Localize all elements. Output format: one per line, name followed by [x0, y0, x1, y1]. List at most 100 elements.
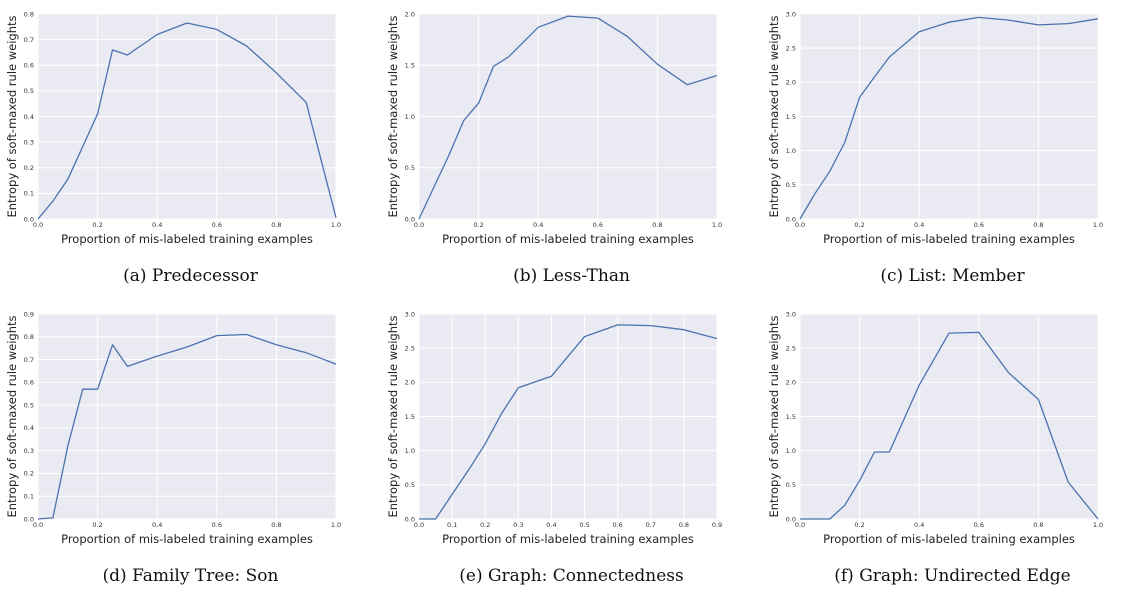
y-tick-label: 0.0	[786, 215, 796, 223]
x-axis-label: Proportion of mis-labeled training examp…	[61, 232, 313, 246]
x-tick-label: 0.4	[533, 221, 543, 229]
y-tick-label: 0.7	[24, 36, 34, 44]
y-tick-label: 1.5	[405, 413, 415, 421]
y-tick-label: 0.3	[24, 447, 34, 455]
x-tick-label: 1.0	[1093, 221, 1103, 229]
y-tick-label: 2.5	[786, 44, 796, 52]
y-tick-label: 1.0	[786, 147, 796, 155]
x-tick-label: 0.6	[612, 521, 622, 529]
y-tick-label: 0.4	[24, 113, 34, 121]
y-axis-label: Entropy of soft-maxed rule weights	[767, 315, 781, 517]
y-tick-label: 0.0	[24, 215, 34, 223]
y-tick-label: 1.0	[405, 447, 415, 455]
y-tick-label: 0.9	[24, 310, 34, 318]
x-tick-label: 0.2	[480, 521, 490, 529]
x-tick-label: 0.2	[92, 221, 102, 229]
panel-c: 0.0 0.2 0.4 0.6 0.8 1.0 0.0 0.5 1.0 1.5 2.0 2.5 3.0 P…	[762, 0, 1143, 300]
x-tick-label: 0.4	[152, 521, 162, 529]
y-tick-label: 0.2	[24, 164, 34, 172]
y-tick-label: 0.0	[24, 515, 34, 523]
y-tick-label: 0.4	[24, 424, 34, 432]
y-axis-label: Entropy of soft-maxed rule weights	[386, 315, 400, 517]
y-tick-label: 0.5	[24, 401, 34, 409]
caption-e: (e) Graph: Connectedness	[459, 566, 684, 586]
panel-b: 0.0 0.2 0.4 0.6 0.8 1.0 0.0 0.5 1.0 1.5 2.0 Proport…	[381, 0, 762, 300]
x-tick-label: 0.2	[473, 221, 483, 229]
x-tick-label: 0.8	[1033, 221, 1043, 229]
y-axis-label: Entropy of soft-maxed rule weights	[767, 15, 781, 217]
y-tick-label: 1.5	[405, 62, 415, 70]
y-tick-label: 0.5	[405, 481, 415, 489]
y-tick-label: 3.0	[786, 310, 796, 318]
x-tick-label: 1.0	[331, 521, 341, 529]
x-tick-label: 0.7	[646, 521, 656, 529]
x-tick-label: 0.1	[447, 521, 457, 529]
chart-a: 0.0 0.2 0.4 0.6 0.8 1.0 0.0 0.1 0.2 0.3 0.4 0.5 0.6 0…	[5, 10, 341, 246]
y-tick-label: 1.0	[786, 447, 796, 455]
chart-b: 0.0 0.2 0.4 0.6 0.8 1.0 0.0 0.5 1.0 1.5 2.0 Proport…	[386, 10, 722, 246]
x-tick-label: 0.6	[212, 221, 222, 229]
y-axis-label: Entropy of soft-maxed rule weights	[386, 15, 400, 217]
y-tick-label: 0.7	[24, 356, 34, 364]
y-tick-label: 2.0	[786, 379, 796, 387]
caption-a: (a) Predecessor	[123, 266, 258, 286]
y-axis-label: Entropy of soft-maxed rule weights	[5, 315, 19, 517]
x-tick-label: 0.8	[271, 221, 281, 229]
y-tick-label: 0.0	[786, 515, 796, 523]
x-tick-label: 0.2	[854, 221, 864, 229]
y-tick-label: 0.6	[24, 379, 34, 387]
x-tick-label: 0.0	[33, 521, 43, 529]
x-axis-label: Proportion of mis-labeled training examp…	[823, 532, 1075, 546]
y-tick-label: 0.2	[24, 470, 34, 478]
x-tick-label: 0.8	[652, 221, 662, 229]
y-tick-label: 0.3	[24, 138, 34, 146]
y-tick-label: 0.0	[405, 515, 415, 523]
y-tick-label: 2.5	[786, 344, 796, 352]
x-tick-label: 0.0	[414, 521, 424, 529]
x-axis-label: Proportion of mis-labeled training examp…	[442, 532, 694, 546]
x-tick-label: 0.6	[212, 521, 222, 529]
y-tick-label: 1.0	[405, 113, 415, 121]
y-tick-label: 0.1	[24, 190, 34, 198]
y-tick-label: 0.8	[24, 10, 34, 18]
y-tick-label: 0.5	[786, 481, 796, 489]
x-tick-label: 0.4	[546, 521, 556, 529]
x-tick-label: 0.8	[271, 521, 281, 529]
panel-e: 0.0 0.1 0.2 0.3 0.4 0.5 0.6 0.7 0.8 0.9 0.0 0.5 1.0 1…	[381, 300, 762, 600]
x-tick-label: 0.0	[795, 521, 805, 529]
panel-d: 0.0 0.2 0.4 0.6 0.8 1.0 0.0 0.1 0.2 0.3 0.4 0.5 0.6 0…	[0, 300, 381, 600]
y-tick-label: 2.0	[786, 79, 796, 87]
panel-a: 0.0 0.2 0.4 0.6 0.8 1.0 0.0 0.1 0.2 0.3 0.4 0.5 0.6 0…	[0, 0, 381, 300]
x-tick-label: 0.4	[914, 221, 924, 229]
x-axis-label: Proportion of mis-labeled training examp…	[823, 232, 1075, 246]
series-line	[37, 333, 337, 520]
y-tick-label: 0.5	[786, 181, 796, 189]
x-tick-label: 0.6	[593, 221, 603, 229]
x-tick-label: 0.2	[92, 521, 102, 529]
y-tick-label: 0.5	[405, 164, 415, 172]
y-tick-label: 0.5	[24, 87, 34, 95]
y-axis-label: Entropy of soft-maxed rule weights	[5, 15, 19, 217]
caption-f: (f) Graph: Undirected Edge	[834, 566, 1071, 586]
x-axis-label: Proportion of mis-labeled training examp…	[61, 532, 313, 546]
y-tick-label: 1.5	[786, 113, 796, 121]
chart-f: 0.0 0.2 0.4 0.6 0.8 1.0 0.0 0.5 1.0 1.5 2.0 2.5 3.0 P…	[767, 310, 1103, 546]
series-line	[37, 22, 337, 220]
x-tick-label: 0.6	[974, 521, 984, 529]
x-tick-label: 0.2	[854, 521, 864, 529]
chart-c: 0.0 0.2 0.4 0.6 0.8 1.0 0.0 0.5 1.0 1.5 2.0 2.5 3.0 P…	[767, 10, 1103, 246]
x-tick-label: 1.0	[331, 221, 341, 229]
caption-d: (d) Family Tree: Son	[102, 566, 279, 586]
x-tick-label: 0.8	[679, 521, 689, 529]
x-tick-label: 0.0	[795, 221, 805, 229]
y-tick-label: 0.0	[405, 215, 415, 223]
series-line	[800, 331, 1099, 520]
x-axis-label: Proportion of mis-labeled training examp…	[442, 232, 694, 246]
y-tick-label: 2.0	[405, 379, 415, 387]
y-tick-label: 0.6	[24, 62, 34, 70]
caption-b: (b) Less-Than	[513, 266, 630, 286]
panel-f: 0.0 0.2 0.4 0.6 0.8 1.0 0.0 0.5 1.0 1.5 2.0 2.5 3.0 P…	[762, 300, 1143, 600]
x-tick-label: 0.0	[33, 221, 43, 229]
chart-e: 0.0 0.1 0.2 0.3 0.4 0.5 0.6 0.7 0.8 0.9 0.0 0.5 1.0 1…	[386, 310, 722, 546]
series-line	[418, 15, 718, 220]
